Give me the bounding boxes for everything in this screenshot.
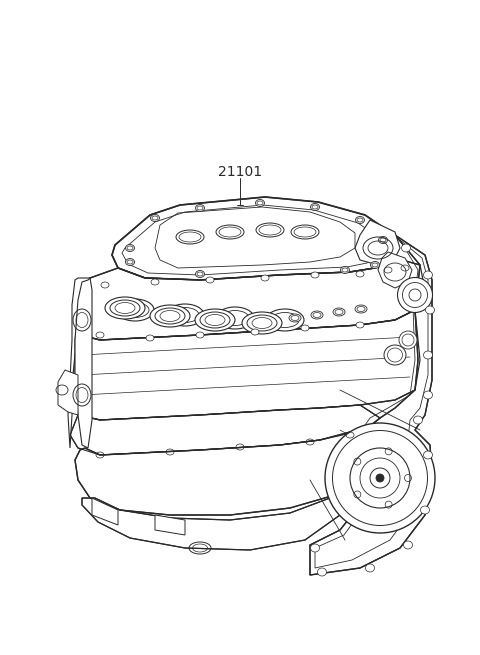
Ellipse shape <box>151 214 159 221</box>
Polygon shape <box>75 432 360 515</box>
Ellipse shape <box>242 312 282 334</box>
Polygon shape <box>58 370 78 415</box>
Polygon shape <box>355 220 400 265</box>
Ellipse shape <box>289 314 301 322</box>
Ellipse shape <box>101 282 109 288</box>
Ellipse shape <box>384 267 392 273</box>
Ellipse shape <box>325 423 435 533</box>
Polygon shape <box>378 252 412 288</box>
Ellipse shape <box>365 564 374 572</box>
Ellipse shape <box>425 306 434 314</box>
Ellipse shape <box>195 309 235 331</box>
Ellipse shape <box>261 275 269 281</box>
Polygon shape <box>68 278 90 448</box>
Ellipse shape <box>420 506 430 514</box>
Ellipse shape <box>423 391 432 399</box>
Polygon shape <box>70 405 380 455</box>
Ellipse shape <box>311 204 320 210</box>
Ellipse shape <box>151 279 159 285</box>
Ellipse shape <box>356 271 364 277</box>
Ellipse shape <box>333 308 345 316</box>
Ellipse shape <box>125 259 134 265</box>
Ellipse shape <box>195 271 204 278</box>
Ellipse shape <box>176 230 204 244</box>
Ellipse shape <box>379 236 387 244</box>
Text: 21101: 21101 <box>218 165 262 179</box>
Polygon shape <box>72 310 420 420</box>
Ellipse shape <box>340 267 349 274</box>
Ellipse shape <box>150 305 190 327</box>
Ellipse shape <box>251 329 259 335</box>
Ellipse shape <box>256 223 284 237</box>
Ellipse shape <box>266 309 304 331</box>
Ellipse shape <box>317 568 326 576</box>
Ellipse shape <box>376 474 384 482</box>
Ellipse shape <box>291 225 319 239</box>
Ellipse shape <box>371 261 380 269</box>
Ellipse shape <box>146 335 154 341</box>
Ellipse shape <box>125 244 134 252</box>
Ellipse shape <box>166 304 204 326</box>
Ellipse shape <box>255 200 264 206</box>
Ellipse shape <box>311 272 319 278</box>
Ellipse shape <box>423 451 432 459</box>
Polygon shape <box>310 235 432 575</box>
Ellipse shape <box>206 277 214 283</box>
Ellipse shape <box>116 299 154 321</box>
Ellipse shape <box>401 265 409 271</box>
Ellipse shape <box>397 278 432 312</box>
Ellipse shape <box>355 305 367 313</box>
Ellipse shape <box>216 225 244 239</box>
Ellipse shape <box>404 541 412 549</box>
Ellipse shape <box>311 544 320 552</box>
Polygon shape <box>75 278 92 448</box>
Ellipse shape <box>195 204 204 212</box>
Ellipse shape <box>401 244 410 252</box>
Polygon shape <box>92 498 118 525</box>
Ellipse shape <box>399 331 417 349</box>
Ellipse shape <box>196 332 204 338</box>
Polygon shape <box>112 197 390 280</box>
Ellipse shape <box>356 217 364 223</box>
Ellipse shape <box>384 345 406 365</box>
Ellipse shape <box>96 332 104 338</box>
Polygon shape <box>155 515 185 535</box>
Ellipse shape <box>301 325 309 331</box>
Polygon shape <box>78 258 425 340</box>
Ellipse shape <box>311 311 323 319</box>
Ellipse shape <box>356 322 364 328</box>
Ellipse shape <box>423 271 432 279</box>
Ellipse shape <box>105 297 145 319</box>
Ellipse shape <box>216 307 254 329</box>
Ellipse shape <box>413 416 422 424</box>
Polygon shape <box>82 480 352 550</box>
Ellipse shape <box>423 351 432 359</box>
